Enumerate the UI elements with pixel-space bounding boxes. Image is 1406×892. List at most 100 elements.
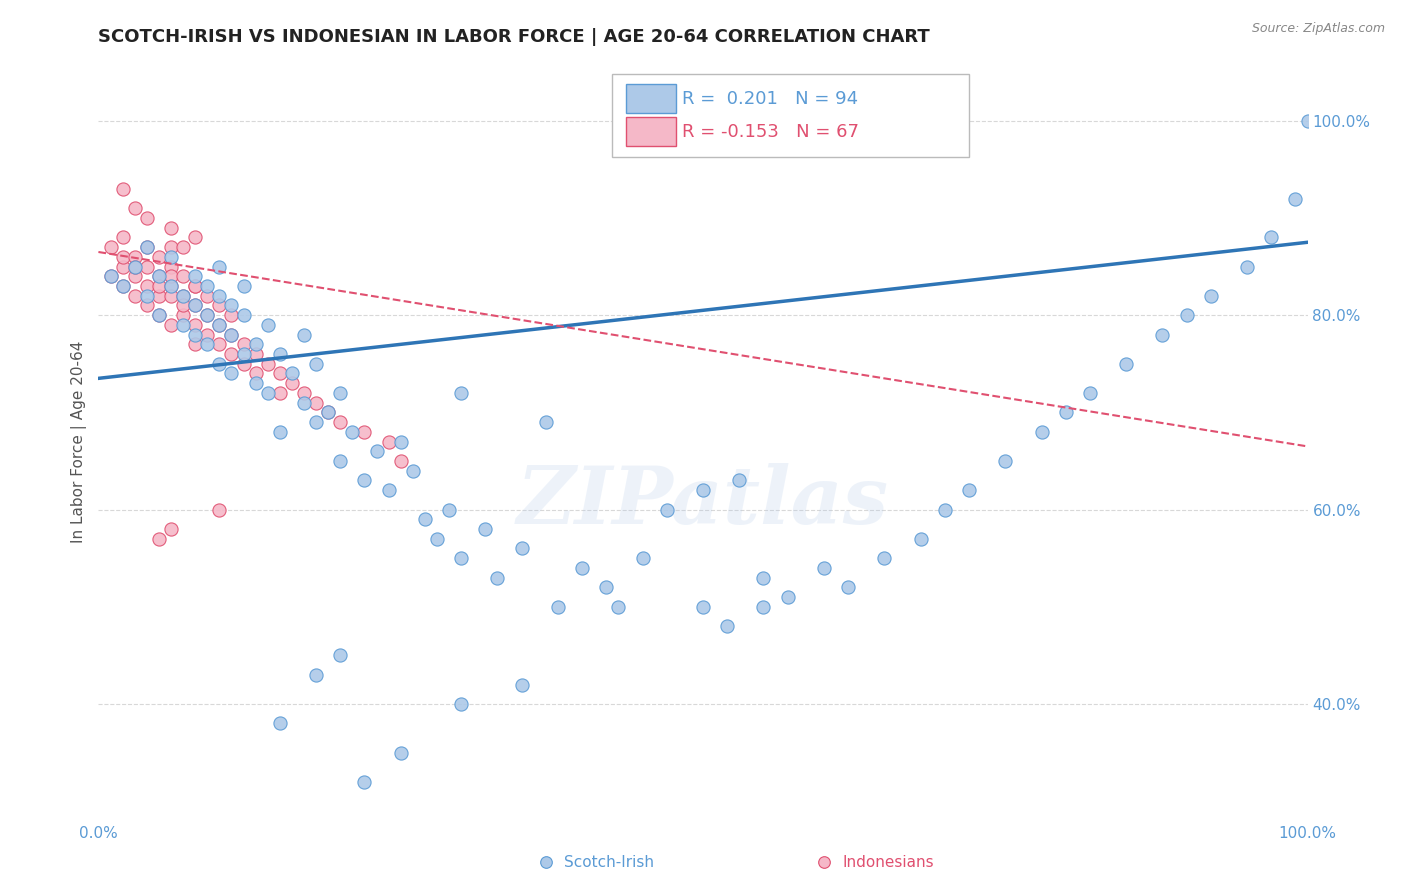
Point	[160, 289, 183, 303]
Point	[269, 425, 291, 439]
Point	[172, 308, 194, 322]
Point	[221, 308, 243, 322]
Point	[195, 308, 218, 322]
Point	[184, 230, 207, 244]
Point	[195, 308, 218, 322]
Point	[184, 269, 207, 284]
Point	[172, 318, 194, 332]
Y-axis label: In Labor Force | Age 20-64: In Labor Force | Age 20-64	[72, 341, 87, 542]
Point	[571, 561, 593, 575]
Point	[305, 668, 328, 682]
Point	[595, 580, 617, 594]
Point	[692, 483, 714, 497]
Point	[305, 357, 328, 371]
FancyBboxPatch shape	[626, 117, 676, 145]
Point	[172, 298, 194, 312]
Point	[510, 541, 533, 556]
Point	[389, 746, 412, 760]
Point	[728, 474, 751, 488]
Point	[184, 337, 207, 351]
Point	[160, 318, 183, 332]
FancyBboxPatch shape	[626, 85, 676, 113]
Point	[752, 599, 775, 614]
Point	[148, 269, 170, 284]
Point	[160, 240, 183, 254]
Point	[450, 386, 472, 401]
Point	[172, 289, 194, 303]
Point	[1152, 327, 1174, 342]
Point	[413, 512, 436, 526]
Point	[160, 522, 183, 536]
Point	[1175, 308, 1198, 322]
Point	[437, 502, 460, 516]
Point	[184, 298, 207, 312]
Point	[232, 337, 254, 351]
Point	[450, 697, 472, 711]
Point	[195, 279, 218, 293]
Point	[377, 434, 399, 449]
Point	[111, 230, 134, 244]
Point	[389, 454, 412, 468]
Point	[148, 269, 170, 284]
Point	[135, 211, 157, 225]
Point	[1260, 230, 1282, 244]
Point	[124, 289, 146, 303]
Point	[873, 551, 896, 566]
Point	[135, 298, 157, 312]
Point	[474, 522, 496, 536]
Point	[195, 327, 218, 342]
Point	[269, 367, 291, 381]
Point	[256, 386, 278, 401]
Point	[135, 260, 157, 274]
Point	[135, 279, 157, 293]
Point	[402, 464, 425, 478]
Point	[124, 269, 146, 284]
Point	[135, 240, 157, 254]
Point	[245, 347, 267, 361]
Point	[232, 357, 254, 371]
Point	[631, 551, 654, 566]
Point	[232, 279, 254, 293]
Point	[172, 289, 194, 303]
Point	[655, 502, 678, 516]
Point	[160, 220, 183, 235]
Point	[111, 182, 134, 196]
Point	[281, 376, 304, 391]
Point	[269, 386, 291, 401]
Point	[256, 318, 278, 332]
Point	[148, 308, 170, 322]
Point	[184, 327, 207, 342]
Point	[208, 357, 231, 371]
Point	[208, 318, 231, 332]
Point	[305, 415, 328, 429]
Point	[316, 405, 339, 419]
Point	[111, 279, 134, 293]
Point	[208, 502, 231, 516]
Point	[184, 279, 207, 293]
Point	[486, 571, 509, 585]
Point	[269, 347, 291, 361]
Point	[208, 289, 231, 303]
Point	[1078, 386, 1101, 401]
Point	[245, 337, 267, 351]
Point	[208, 298, 231, 312]
Point	[329, 648, 352, 663]
Point	[1199, 289, 1222, 303]
FancyBboxPatch shape	[613, 74, 969, 157]
Point	[292, 327, 315, 342]
Point	[208, 318, 231, 332]
Point	[160, 279, 183, 293]
Point	[245, 367, 267, 381]
Point	[100, 269, 122, 284]
Point	[1115, 357, 1137, 371]
Point	[160, 260, 183, 274]
Point	[221, 327, 243, 342]
Point	[124, 250, 146, 264]
Text: Source: ZipAtlas.com: Source: ZipAtlas.com	[1251, 22, 1385, 36]
Point	[184, 279, 207, 293]
Point	[534, 415, 557, 429]
Point	[1236, 260, 1258, 274]
Point	[837, 580, 859, 594]
Point	[292, 395, 315, 409]
Point	[1284, 192, 1306, 206]
